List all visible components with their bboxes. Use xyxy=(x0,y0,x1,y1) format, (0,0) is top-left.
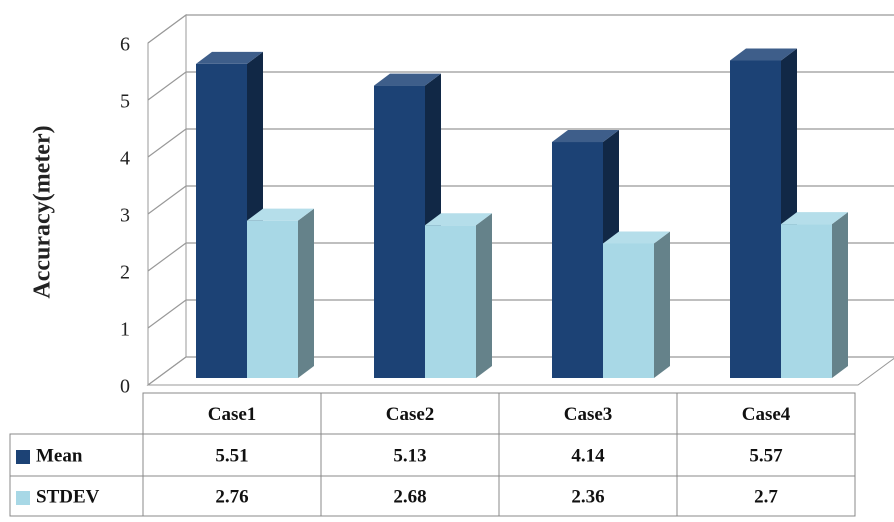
y-tick-label: 4 xyxy=(120,148,130,170)
bar-front xyxy=(730,60,781,378)
bar-side xyxy=(476,213,492,378)
x-tick-label: Case3 xyxy=(564,404,613,425)
legend-swatch xyxy=(16,491,30,505)
x-tick-label: Case1 xyxy=(208,404,257,425)
bar-top xyxy=(196,51,263,64)
y-tick-label: 0 xyxy=(120,376,130,398)
table-value: 5.57 xyxy=(749,445,783,466)
bar xyxy=(603,231,670,378)
bar xyxy=(425,213,492,378)
grid-line xyxy=(147,14,894,44)
bar-top xyxy=(603,231,670,244)
table-value: 2.7 xyxy=(754,486,778,507)
table-value: 2.36 xyxy=(571,486,604,507)
legend-label: Mean xyxy=(36,445,83,466)
y-axis-label: Accuracy(meter) xyxy=(30,125,56,298)
bar-top xyxy=(425,213,492,226)
bar-top xyxy=(730,48,797,61)
table-value: 5.51 xyxy=(215,445,248,466)
grid-line xyxy=(147,71,894,101)
y-tick-label: 3 xyxy=(120,205,130,227)
bar-side xyxy=(298,208,314,378)
legend-swatch xyxy=(16,450,30,464)
x-tick-label: Case4 xyxy=(742,404,791,425)
bar xyxy=(781,212,848,378)
x-tick-label: Case2 xyxy=(386,404,435,425)
table-value: 5.13 xyxy=(393,445,426,466)
bar-side xyxy=(832,212,848,378)
table-value: 2.76 xyxy=(215,486,248,507)
bar-side xyxy=(654,231,670,378)
y-tick-label: 6 xyxy=(120,34,130,56)
y-tick-label: 2 xyxy=(120,262,130,284)
table-value: 2.68 xyxy=(393,486,426,507)
bar-front xyxy=(247,220,298,378)
legend-label: STDEV xyxy=(36,486,100,507)
grid-line xyxy=(147,185,894,215)
bar-top xyxy=(552,130,619,143)
bar-front xyxy=(374,85,425,378)
bar-top xyxy=(247,208,314,221)
table-value: 4.14 xyxy=(571,445,605,466)
bar-front xyxy=(603,243,654,378)
bar-top xyxy=(374,73,441,86)
y-tick-label: 1 xyxy=(120,319,130,341)
bar-top xyxy=(781,212,848,225)
bar xyxy=(247,208,314,378)
y-tick-label: 5 xyxy=(120,91,130,113)
grid-line xyxy=(147,128,894,158)
bar-front xyxy=(781,224,832,378)
bar-front xyxy=(552,142,603,378)
bar-front xyxy=(425,225,476,378)
bar-front xyxy=(196,63,247,379)
